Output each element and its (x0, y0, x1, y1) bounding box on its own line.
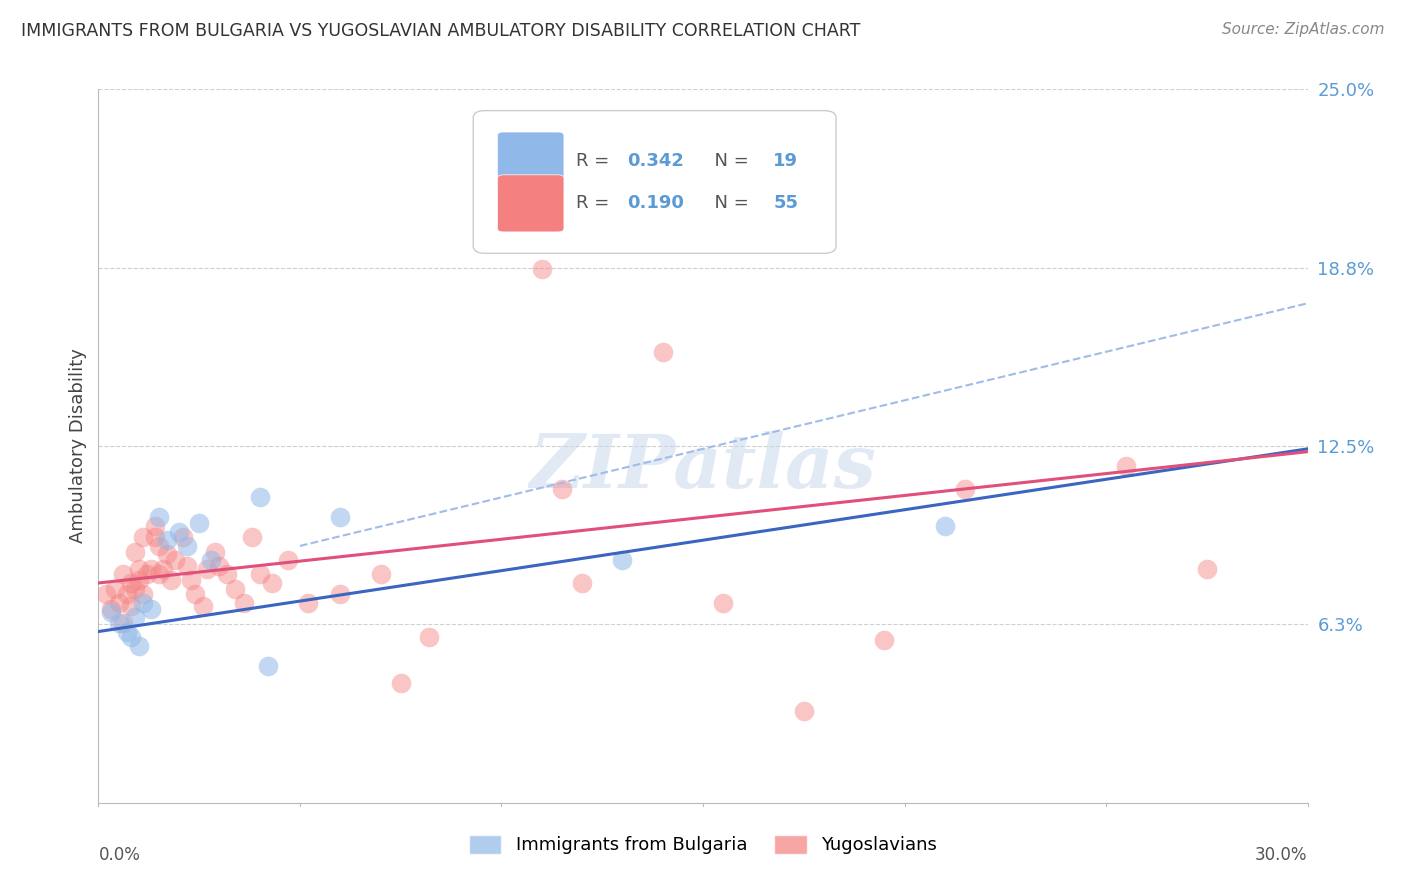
FancyBboxPatch shape (498, 132, 564, 189)
Text: N =: N = (703, 194, 755, 212)
Point (277, 553, 299, 567)
Point (107, 615, 129, 630)
Point (120, 630, 142, 644)
Point (167, 524, 190, 539)
Point (329, 510, 352, 524)
Point (260, 576, 283, 591)
Point (200, 553, 222, 567)
Point (128, 573, 150, 587)
Point (100, 601, 122, 615)
Point (1195, 562, 1218, 576)
Point (176, 558, 198, 573)
Point (111, 567, 134, 582)
Point (128, 639, 150, 653)
Point (115, 587, 138, 601)
Point (224, 582, 246, 596)
Text: ZIPatlas: ZIPatlas (530, 431, 876, 504)
Point (551, 482, 574, 496)
Point (934, 519, 956, 533)
Point (530, 262, 553, 277)
Point (124, 544, 146, 558)
Point (143, 519, 166, 533)
Point (297, 596, 319, 610)
Point (370, 567, 392, 582)
Text: 19: 19 (773, 152, 799, 169)
Text: N =: N = (703, 152, 755, 169)
Point (651, 344, 673, 359)
Legend: Immigrants from Bulgaria, Yugoslavians: Immigrants from Bulgaria, Yugoslavians (461, 828, 945, 862)
Point (418, 630, 440, 644)
Y-axis label: Ambulatory Disability: Ambulatory Disability (69, 349, 87, 543)
Point (184, 587, 207, 601)
Point (120, 599, 142, 613)
Text: R =: R = (576, 194, 614, 212)
Point (160, 573, 183, 587)
Point (249, 567, 271, 582)
Text: 30.0%: 30.0% (1256, 846, 1308, 863)
Point (139, 562, 162, 576)
Text: Source: ZipAtlas.com: Source: ZipAtlas.com (1222, 22, 1385, 37)
Point (103, 582, 125, 596)
Point (100, 605, 122, 619)
Point (132, 530, 155, 544)
Point (172, 530, 194, 544)
Text: 0.342: 0.342 (627, 152, 683, 169)
Point (1115, 458, 1137, 473)
Point (240, 530, 263, 544)
FancyBboxPatch shape (474, 111, 837, 253)
Point (96, 587, 118, 601)
Point (873, 633, 896, 648)
Point (163, 553, 186, 567)
Point (111, 615, 134, 630)
Point (176, 539, 198, 553)
Point (128, 562, 150, 576)
Point (135, 567, 157, 582)
Point (249, 491, 271, 505)
Point (152, 562, 174, 576)
Point (217, 567, 239, 582)
Text: R =: R = (576, 152, 614, 169)
Point (115, 624, 138, 639)
Point (132, 596, 155, 610)
Point (793, 705, 815, 719)
Point (180, 573, 202, 587)
Point (107, 596, 129, 610)
Text: 55: 55 (773, 194, 799, 212)
Point (389, 676, 412, 690)
Text: 0.0%: 0.0% (98, 846, 141, 863)
Point (143, 530, 166, 544)
Point (953, 482, 976, 496)
Point (208, 558, 231, 573)
Text: IMMIGRANTS FROM BULGARIA VS YUGOSLAVIAN AMBULATORY DISABILITY CORRELATION CHART: IMMIGRANTS FROM BULGARIA VS YUGOSLAVIAN … (21, 22, 860, 40)
Point (195, 562, 218, 576)
Point (139, 601, 162, 615)
Point (132, 587, 155, 601)
Point (188, 516, 211, 530)
Point (612, 553, 634, 567)
Point (256, 658, 278, 673)
FancyBboxPatch shape (498, 175, 564, 232)
Point (156, 533, 179, 548)
Point (329, 587, 352, 601)
Point (232, 596, 254, 610)
Point (148, 567, 170, 582)
Point (711, 596, 734, 610)
Point (148, 510, 170, 524)
Point (204, 544, 226, 558)
Point (571, 576, 593, 591)
Point (124, 610, 146, 624)
Point (120, 576, 142, 591)
Point (124, 582, 146, 596)
Point (156, 548, 179, 562)
Point (193, 599, 215, 613)
Text: 0.190: 0.190 (627, 194, 683, 212)
Point (148, 539, 170, 553)
